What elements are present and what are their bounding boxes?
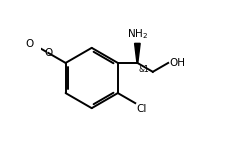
Text: &1: &1 (138, 65, 149, 74)
Text: O: O (26, 39, 34, 49)
Text: NH$_2$: NH$_2$ (127, 27, 148, 41)
Text: OH: OH (169, 58, 185, 68)
Polygon shape (135, 43, 140, 63)
Text: Cl: Cl (136, 104, 146, 114)
Text: O: O (44, 48, 52, 58)
